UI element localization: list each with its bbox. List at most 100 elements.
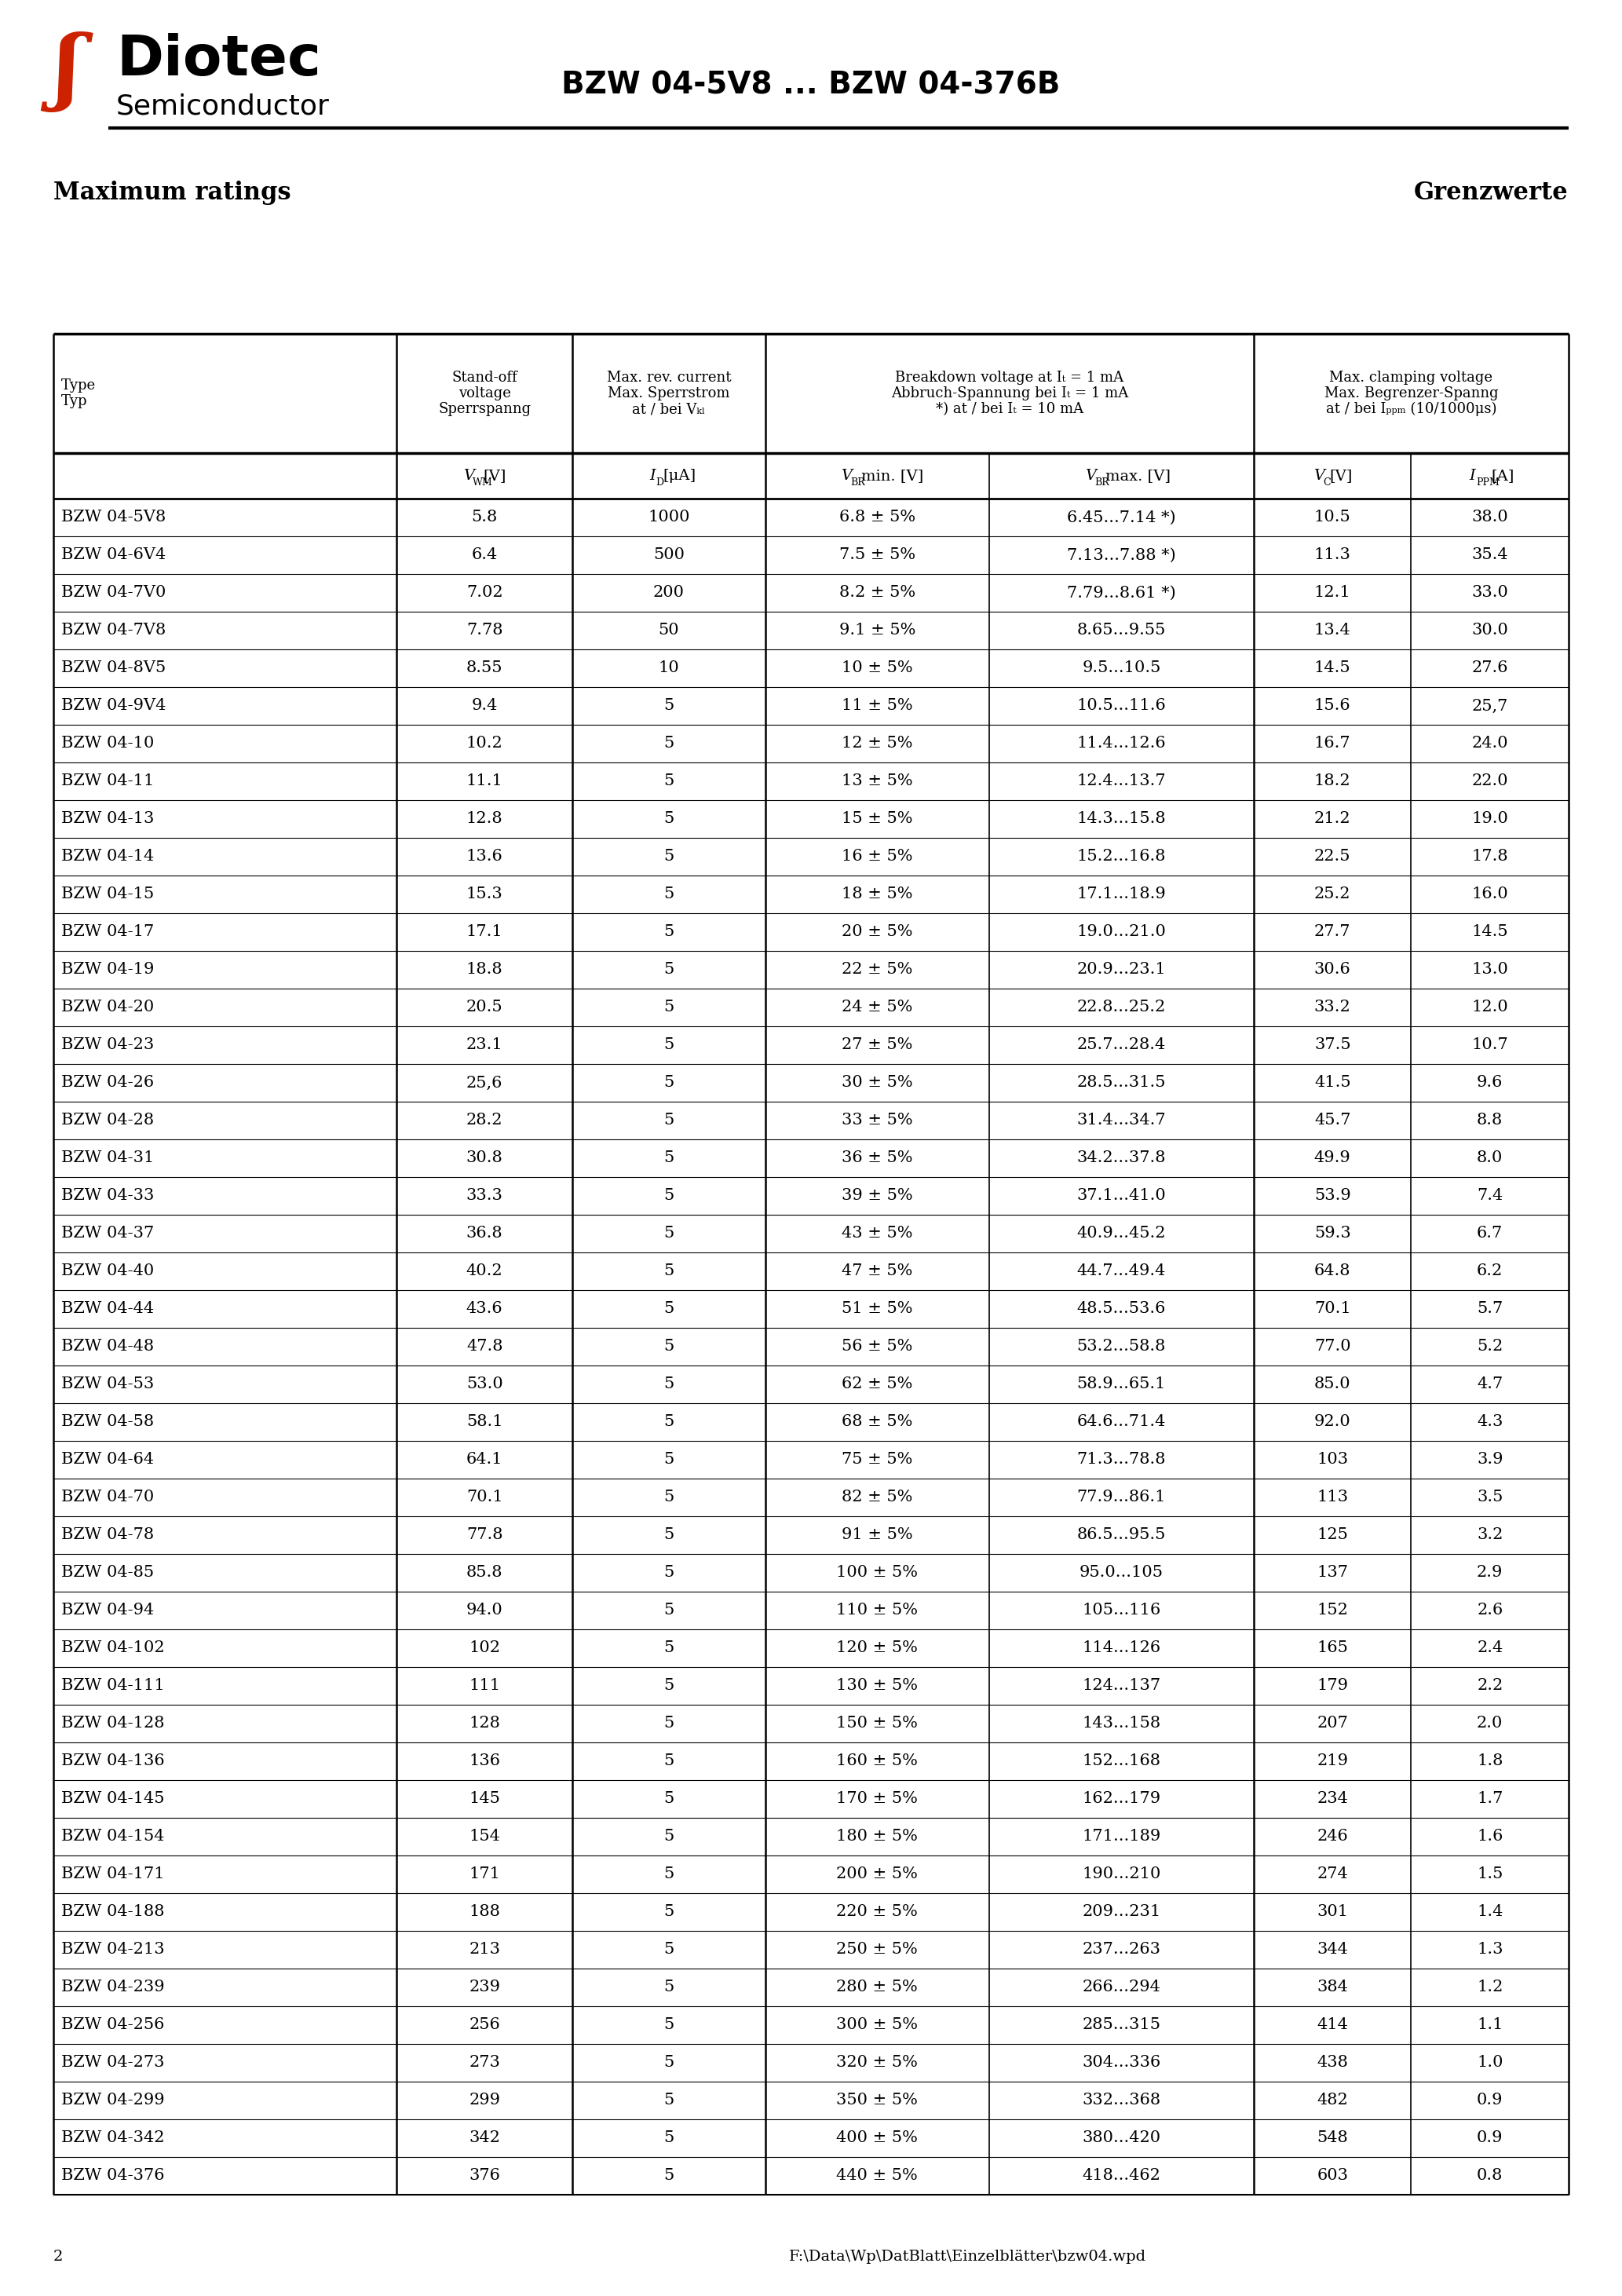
Text: 300 ± 5%: 300 ± 5% bbox=[837, 2018, 918, 2032]
Text: BZW 04-15: BZW 04-15 bbox=[62, 886, 154, 902]
Text: 49.9: 49.9 bbox=[1314, 1150, 1351, 1166]
Text: 6.4: 6.4 bbox=[472, 549, 498, 563]
Text: 30.8: 30.8 bbox=[466, 1150, 503, 1166]
Text: 154: 154 bbox=[469, 1830, 500, 1844]
Text: 190...210: 190...210 bbox=[1082, 1867, 1161, 1883]
Text: 320 ± 5%: 320 ± 5% bbox=[837, 2055, 918, 2071]
Text: 51 ± 5%: 51 ± 5% bbox=[842, 1302, 913, 1316]
Text: 5: 5 bbox=[663, 810, 675, 827]
Text: 38.0: 38.0 bbox=[1471, 510, 1508, 526]
Text: 39 ± 5%: 39 ± 5% bbox=[842, 1189, 913, 1203]
Text: 5: 5 bbox=[663, 737, 675, 751]
Text: 102: 102 bbox=[469, 1642, 500, 1655]
Text: 28.5...31.5: 28.5...31.5 bbox=[1077, 1075, 1166, 1091]
Text: BZW 04-53: BZW 04-53 bbox=[62, 1378, 154, 1391]
Text: 17.1: 17.1 bbox=[466, 925, 503, 939]
Text: 30 ± 5%: 30 ± 5% bbox=[842, 1075, 913, 1091]
Text: 5.7: 5.7 bbox=[1478, 1302, 1504, 1316]
Text: 344: 344 bbox=[1317, 1942, 1348, 1956]
Text: BZW 04-136: BZW 04-136 bbox=[62, 1754, 164, 1768]
Text: 16.7: 16.7 bbox=[1314, 737, 1351, 751]
Text: 152...168: 152...168 bbox=[1082, 1754, 1161, 1768]
Text: 36.8: 36.8 bbox=[466, 1226, 503, 1242]
Text: 1000: 1000 bbox=[647, 510, 689, 526]
Text: 17.8: 17.8 bbox=[1471, 850, 1508, 863]
Text: BZW 04-17: BZW 04-17 bbox=[62, 925, 154, 939]
Text: 9.5...10.5: 9.5...10.5 bbox=[1082, 661, 1161, 675]
Text: BZW 04-20: BZW 04-20 bbox=[62, 1001, 154, 1015]
Text: 2.0: 2.0 bbox=[1476, 1715, 1504, 1731]
Text: Max. rev. current: Max. rev. current bbox=[607, 370, 732, 386]
Text: 33.0: 33.0 bbox=[1471, 585, 1508, 599]
Text: 200 ± 5%: 200 ± 5% bbox=[837, 1867, 918, 1883]
Text: 6.2: 6.2 bbox=[1478, 1263, 1504, 1279]
Text: 13.0: 13.0 bbox=[1471, 962, 1508, 978]
Text: BZW 04-31: BZW 04-31 bbox=[62, 1150, 154, 1166]
Text: 125: 125 bbox=[1317, 1527, 1348, 1543]
Text: 1.3: 1.3 bbox=[1476, 1942, 1504, 1956]
Text: 5: 5 bbox=[663, 1754, 675, 1768]
Text: Max. clamping voltage: Max. clamping voltage bbox=[1330, 370, 1492, 386]
Text: 414: 414 bbox=[1317, 2018, 1348, 2032]
Text: 53.2...58.8: 53.2...58.8 bbox=[1077, 1339, 1166, 1355]
Text: 10.2: 10.2 bbox=[466, 737, 503, 751]
Text: 4.3: 4.3 bbox=[1476, 1414, 1504, 1430]
Text: 6.45...7.14 *): 6.45...7.14 *) bbox=[1067, 510, 1176, 526]
Text: 45.7: 45.7 bbox=[1314, 1114, 1351, 1127]
Text: 25,7: 25,7 bbox=[1471, 698, 1508, 714]
Text: 14.5: 14.5 bbox=[1471, 925, 1508, 939]
Text: 18.2: 18.2 bbox=[1314, 774, 1351, 790]
Text: 1.7: 1.7 bbox=[1476, 1791, 1504, 1807]
Text: 12.8: 12.8 bbox=[466, 810, 503, 827]
Text: 21.2: 21.2 bbox=[1314, 810, 1351, 827]
Text: 162...179: 162...179 bbox=[1082, 1791, 1161, 1807]
Text: BZW 04-7V0: BZW 04-7V0 bbox=[62, 585, 165, 599]
Text: 200: 200 bbox=[654, 585, 684, 599]
Text: 400 ± 5%: 400 ± 5% bbox=[837, 2131, 918, 2147]
Text: 1.4: 1.4 bbox=[1476, 1906, 1504, 1919]
Text: V: V bbox=[464, 468, 474, 482]
Text: Semiconductor: Semiconductor bbox=[117, 92, 329, 119]
Text: Typ: Typ bbox=[62, 395, 88, 409]
Text: BZW 04-11: BZW 04-11 bbox=[62, 774, 154, 790]
Text: 18 ± 5%: 18 ± 5% bbox=[842, 886, 913, 902]
Text: 31.4...34.7: 31.4...34.7 bbox=[1077, 1114, 1166, 1127]
Text: 2.2: 2.2 bbox=[1478, 1678, 1504, 1694]
Text: 301: 301 bbox=[1317, 1906, 1348, 1919]
Text: BZW 04-376: BZW 04-376 bbox=[62, 2167, 164, 2183]
Text: 110 ± 5%: 110 ± 5% bbox=[837, 1603, 918, 1619]
Text: 13.4: 13.4 bbox=[1314, 622, 1351, 638]
Text: 10.5...11.6: 10.5...11.6 bbox=[1077, 698, 1166, 714]
Text: 179: 179 bbox=[1317, 1678, 1348, 1694]
Text: 2: 2 bbox=[54, 2250, 63, 2264]
Text: 5: 5 bbox=[663, 1830, 675, 1844]
Text: 13 ± 5%: 13 ± 5% bbox=[842, 774, 913, 790]
Text: 209...231: 209...231 bbox=[1082, 1906, 1161, 1919]
Text: BZW 04-8V5: BZW 04-8V5 bbox=[62, 661, 165, 675]
Text: 5: 5 bbox=[663, 1075, 675, 1091]
Text: 7.79...8.61 *): 7.79...8.61 *) bbox=[1067, 585, 1176, 599]
Text: 304...336: 304...336 bbox=[1082, 2055, 1161, 2071]
Text: BZW 04-188: BZW 04-188 bbox=[62, 1906, 164, 1919]
Text: 27.6: 27.6 bbox=[1471, 661, 1508, 675]
Text: 18.8: 18.8 bbox=[466, 962, 503, 978]
Text: Grenzwerte: Grenzwerte bbox=[1414, 181, 1568, 204]
Text: 3.5: 3.5 bbox=[1476, 1490, 1504, 1504]
Text: 165: 165 bbox=[1317, 1642, 1348, 1655]
Text: 33 ± 5%: 33 ± 5% bbox=[842, 1114, 913, 1127]
Text: 44.7...49.4: 44.7...49.4 bbox=[1077, 1263, 1166, 1279]
Text: 30.6: 30.6 bbox=[1314, 962, 1351, 978]
Text: BZW 04-171: BZW 04-171 bbox=[62, 1867, 164, 1883]
Text: 33.2: 33.2 bbox=[1314, 1001, 1351, 1015]
Text: 33.3: 33.3 bbox=[466, 1189, 503, 1203]
Text: BZW 04-299: BZW 04-299 bbox=[62, 2094, 164, 2108]
Text: 113: 113 bbox=[1317, 1490, 1348, 1504]
Text: 5: 5 bbox=[663, 1603, 675, 1619]
Text: 11.1: 11.1 bbox=[466, 774, 503, 790]
Text: 8.2 ± 5%: 8.2 ± 5% bbox=[839, 585, 915, 599]
Text: 5: 5 bbox=[663, 774, 675, 790]
Text: 22.8...25.2: 22.8...25.2 bbox=[1077, 1001, 1166, 1015]
Text: BZW 04-85: BZW 04-85 bbox=[62, 1566, 154, 1580]
Text: 171...189: 171...189 bbox=[1082, 1830, 1161, 1844]
Text: 5: 5 bbox=[663, 1942, 675, 1956]
